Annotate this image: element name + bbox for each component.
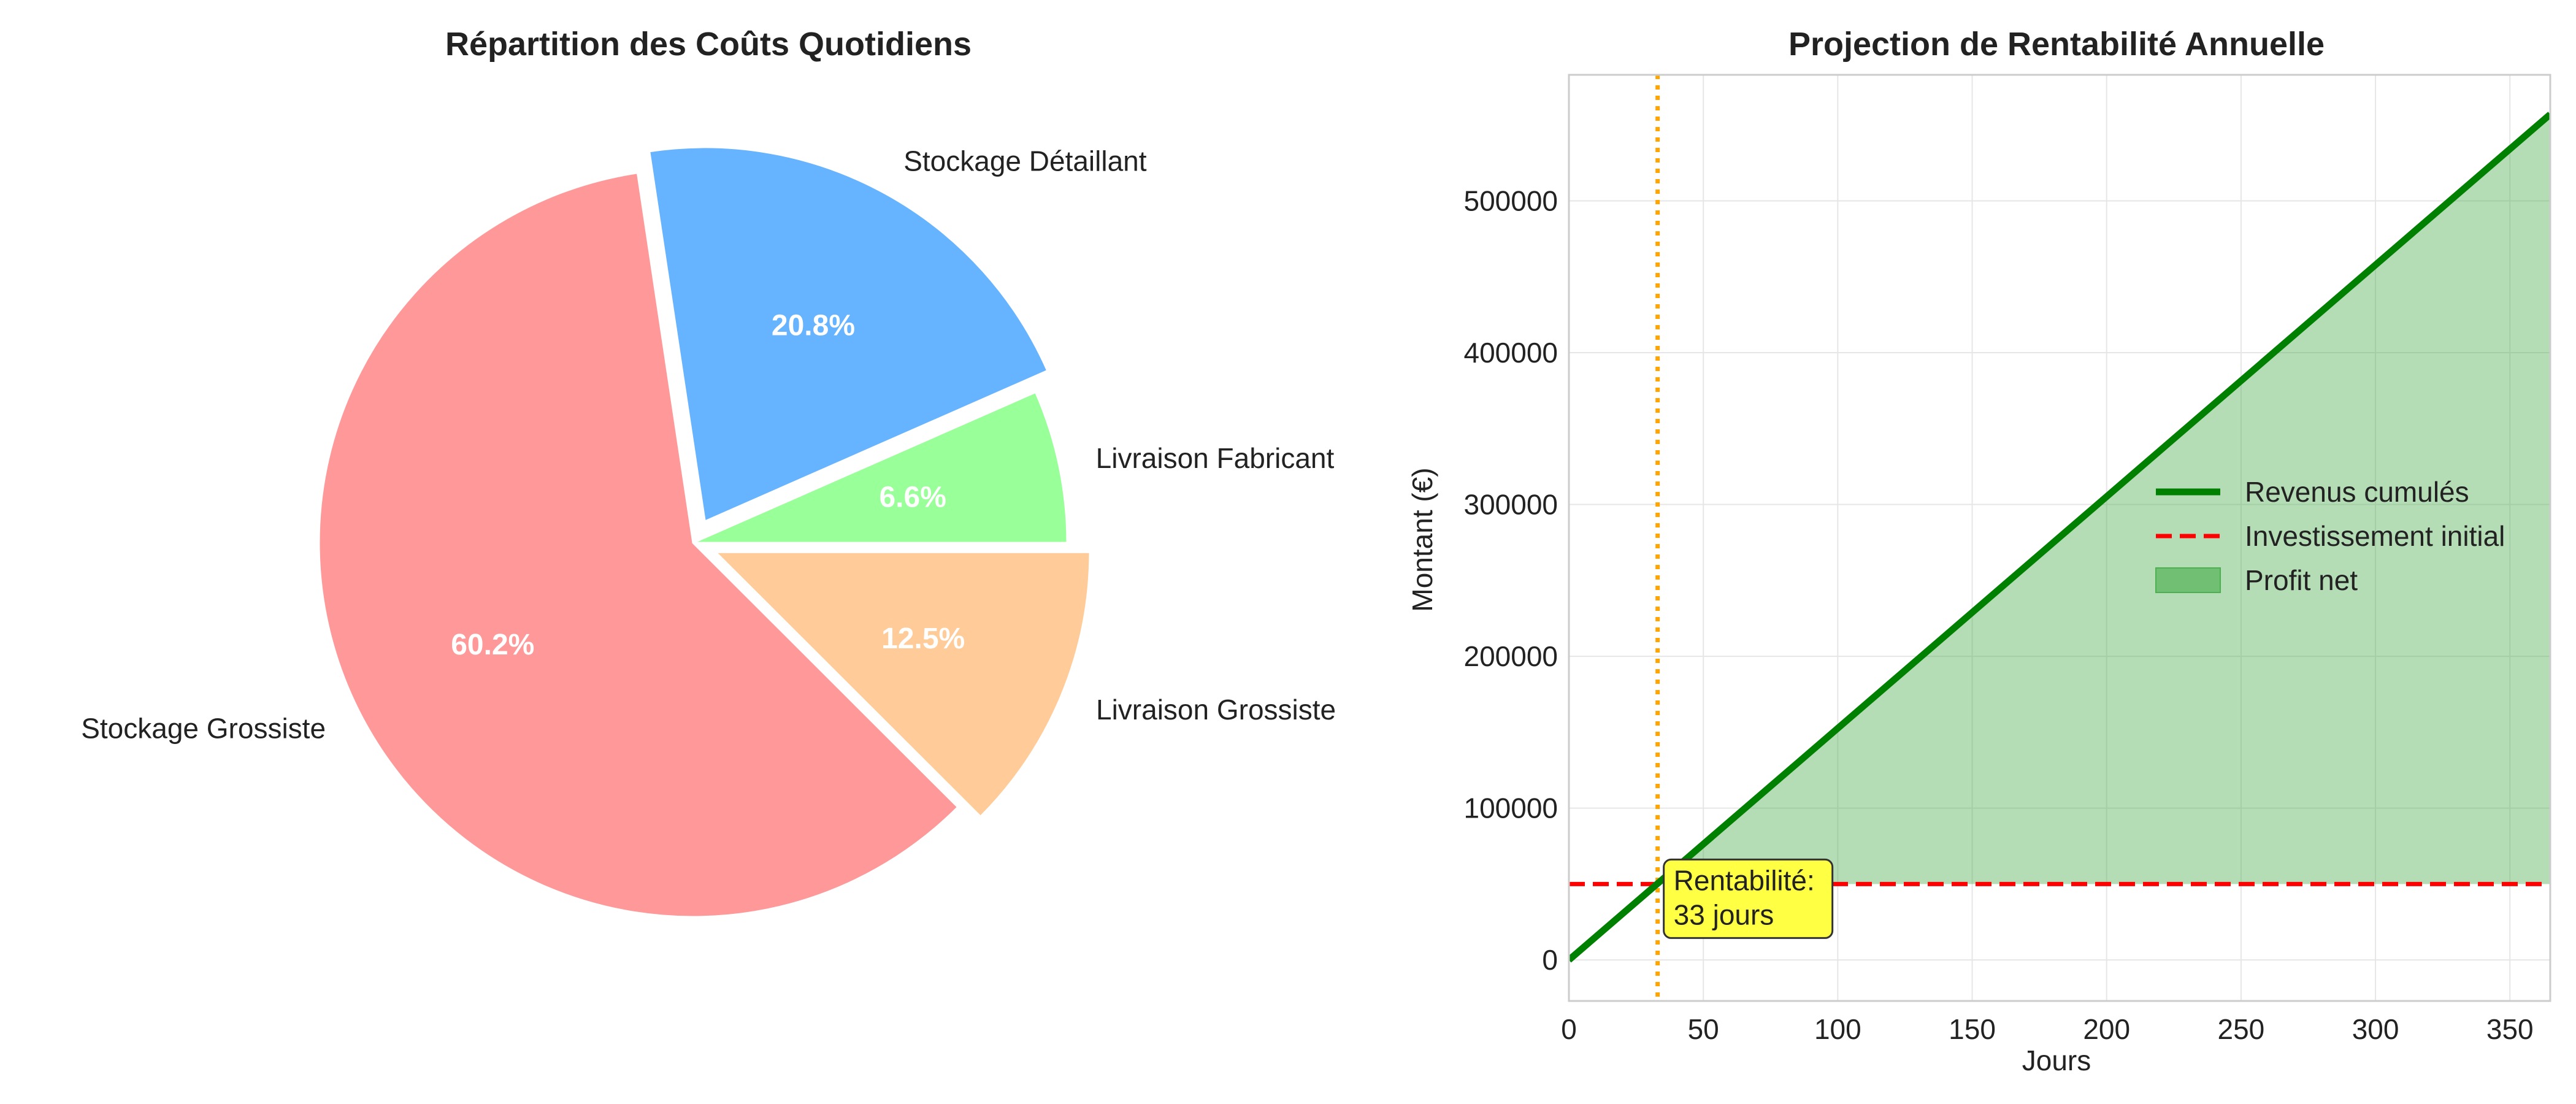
legend: Revenus cumulés Investissement initial Pro… bbox=[2155, 476, 2505, 596]
legend-label: Revenus cumulés bbox=[2245, 476, 2469, 508]
pie-slice-label: Livraison Grossiste bbox=[1096, 694, 1336, 726]
x-tick-label: 200 bbox=[2083, 1013, 2130, 1045]
plot-frame bbox=[1568, 74, 2551, 1002]
pie-slice-percent: 12.5% bbox=[881, 623, 965, 655]
x-tick-label: 100 bbox=[1814, 1013, 1861, 1045]
line-chart: Projection de Rentabilité Annuelle 0 50 10… bbox=[1406, 26, 2551, 1076]
legend-label: Investissement initial bbox=[2245, 520, 2505, 552]
x-tick-label: 300 bbox=[2352, 1013, 2399, 1045]
pie-slice bbox=[648, 146, 1049, 523]
legend-swatch-profit bbox=[2155, 567, 2221, 593]
pie-slice-percent: 20.8% bbox=[772, 309, 855, 342]
y-axis-label: Montant (€) bbox=[1406, 467, 1438, 611]
x-tick-label: 150 bbox=[1949, 1013, 1996, 1045]
legend-label: Profit net bbox=[2245, 564, 2358, 596]
breakeven-annotation-text: Rentabilité: bbox=[1674, 864, 1815, 896]
pie-slice bbox=[318, 172, 959, 918]
pie-slice-label: Stockage Détaillant bbox=[903, 145, 1147, 177]
line-chart-title: Projection de Rentabilité Annuelle bbox=[1788, 26, 2325, 63]
x-tick-label: 350 bbox=[2486, 1013, 2534, 1045]
y-tick-label: 200000 bbox=[1464, 640, 1558, 672]
pie-labels: 6.6% Livraison Fabricant 20.8% Stockage Dét… bbox=[81, 145, 1336, 744]
y-tick-label: 400000 bbox=[1464, 337, 1558, 369]
y-tick-label: 500000 bbox=[1464, 185, 1558, 217]
revenue-line bbox=[1569, 112, 2550, 963]
breakeven-annotation-text: 33 jours bbox=[1674, 899, 1774, 930]
x-tick-label: 0 bbox=[1561, 1013, 1577, 1045]
y-tick-label: 0 bbox=[1542, 944, 1558, 976]
y-tick-label: 300000 bbox=[1464, 489, 1558, 521]
pie-slice bbox=[692, 391, 1068, 544]
x-axis-label: Jours bbox=[2022, 1045, 2091, 1076]
breakeven-annotation-box bbox=[1663, 858, 1834, 939]
x-tick-label: 50 bbox=[1688, 1013, 1719, 1045]
plot-area: 0 50 100 150 200 250 300 350 0 100000 200000 300000… bbox=[1464, 74, 2551, 1045]
pie-slices bbox=[318, 146, 1091, 918]
pie-slice-percent: 6.6% bbox=[879, 481, 946, 514]
pie-slice-percent: 60.2% bbox=[451, 629, 534, 661]
pie-slice-label: Stockage Grossiste bbox=[81, 712, 326, 744]
x-tick-label: 250 bbox=[2218, 1013, 2265, 1045]
pie-slice bbox=[713, 551, 1091, 818]
pie-chart: Répartition des Coûts Quotidiens 6.6% Liv… bbox=[81, 26, 1336, 918]
y-tick-label: 100000 bbox=[1464, 792, 1558, 824]
pie-chart-title: Répartition des Coûts Quotidiens bbox=[445, 26, 972, 63]
pie-slice-label: Livraison Fabricant bbox=[1096, 442, 1335, 474]
